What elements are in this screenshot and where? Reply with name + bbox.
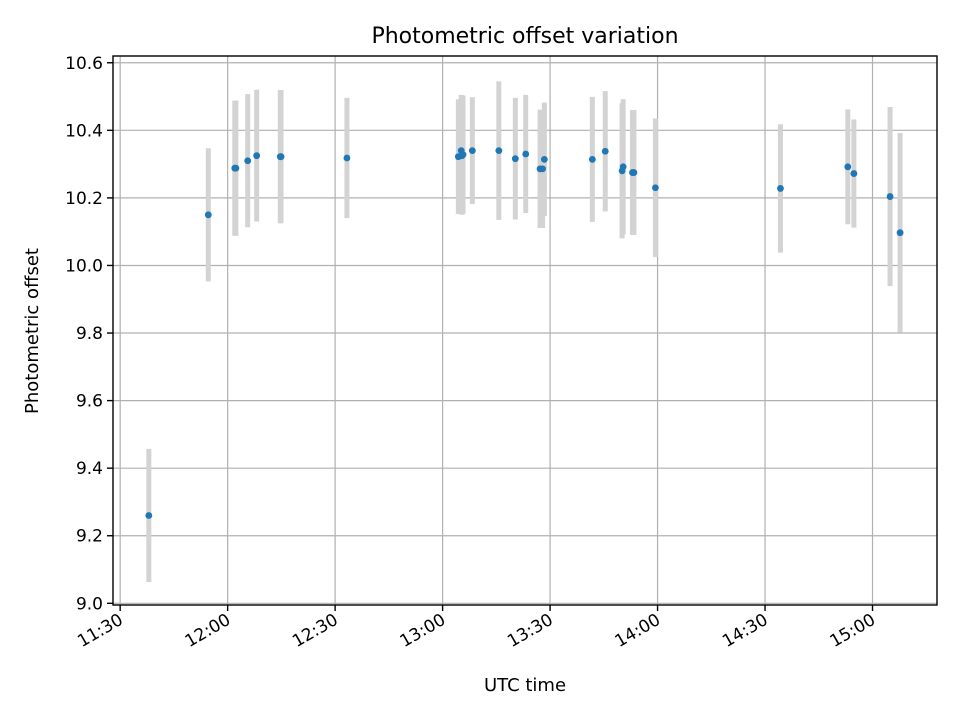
y-tick-label: 10.0 xyxy=(65,256,103,276)
data-point xyxy=(896,229,904,237)
y-tick-label: 10.4 xyxy=(65,121,103,141)
data-point xyxy=(232,164,240,172)
x-tick-label: 14:30 xyxy=(719,610,771,652)
data-point xyxy=(850,170,858,177)
x-tick-label: 12:30 xyxy=(289,610,341,652)
y-tick-label: 10.6 xyxy=(65,54,103,74)
data-point xyxy=(539,165,546,173)
y-tick-label: 9.4 xyxy=(76,459,103,479)
data-point xyxy=(244,157,252,165)
data-point xyxy=(777,185,784,192)
data-point xyxy=(844,163,852,171)
x-axis-label: UTC time xyxy=(484,675,566,696)
x-tick-label: 11:30 xyxy=(74,610,126,652)
data-point xyxy=(540,155,548,163)
y-axis-ticks: 9.0 9.2 9.4 9.6 9.8 10.0 10.2 10.4 10.6 xyxy=(65,54,113,614)
x-tick-label: 14:00 xyxy=(612,610,664,652)
x-tick-label: 15:00 xyxy=(827,610,879,652)
data-point xyxy=(601,147,609,155)
y-tick-label: 9.2 xyxy=(76,527,103,547)
data-point xyxy=(204,211,212,219)
y-tick-label: 9.0 xyxy=(76,594,103,614)
data-point xyxy=(652,184,659,192)
data-point xyxy=(630,169,638,176)
data-point xyxy=(459,151,467,159)
data-point xyxy=(588,155,596,163)
data-point xyxy=(495,147,503,154)
data-point xyxy=(253,152,261,160)
data-point xyxy=(145,512,153,519)
x-tick-label: 12:00 xyxy=(182,610,234,652)
x-tick-label: 13:30 xyxy=(504,610,556,652)
y-tick-label: 9.8 xyxy=(76,324,103,344)
chart-title: Photometric offset variation xyxy=(371,24,678,49)
y-tick-label: 10.2 xyxy=(65,189,103,209)
plot-frame xyxy=(112,55,938,606)
data-point xyxy=(468,147,476,154)
data-point xyxy=(277,153,285,161)
y-axis-label: Photometric offset xyxy=(22,248,43,414)
data-points xyxy=(145,147,904,519)
data-point xyxy=(343,154,351,162)
data-point xyxy=(886,193,894,200)
data-point xyxy=(522,150,530,158)
y-tick-label: 9.6 xyxy=(76,392,103,412)
data-point xyxy=(511,155,519,163)
data-point xyxy=(619,163,627,171)
x-tick-label: 13:00 xyxy=(397,610,449,652)
x-axis-ticks: 11:30 12:00 12:30 13:00 13:30 14:00 14:30 15:00 xyxy=(74,605,879,652)
